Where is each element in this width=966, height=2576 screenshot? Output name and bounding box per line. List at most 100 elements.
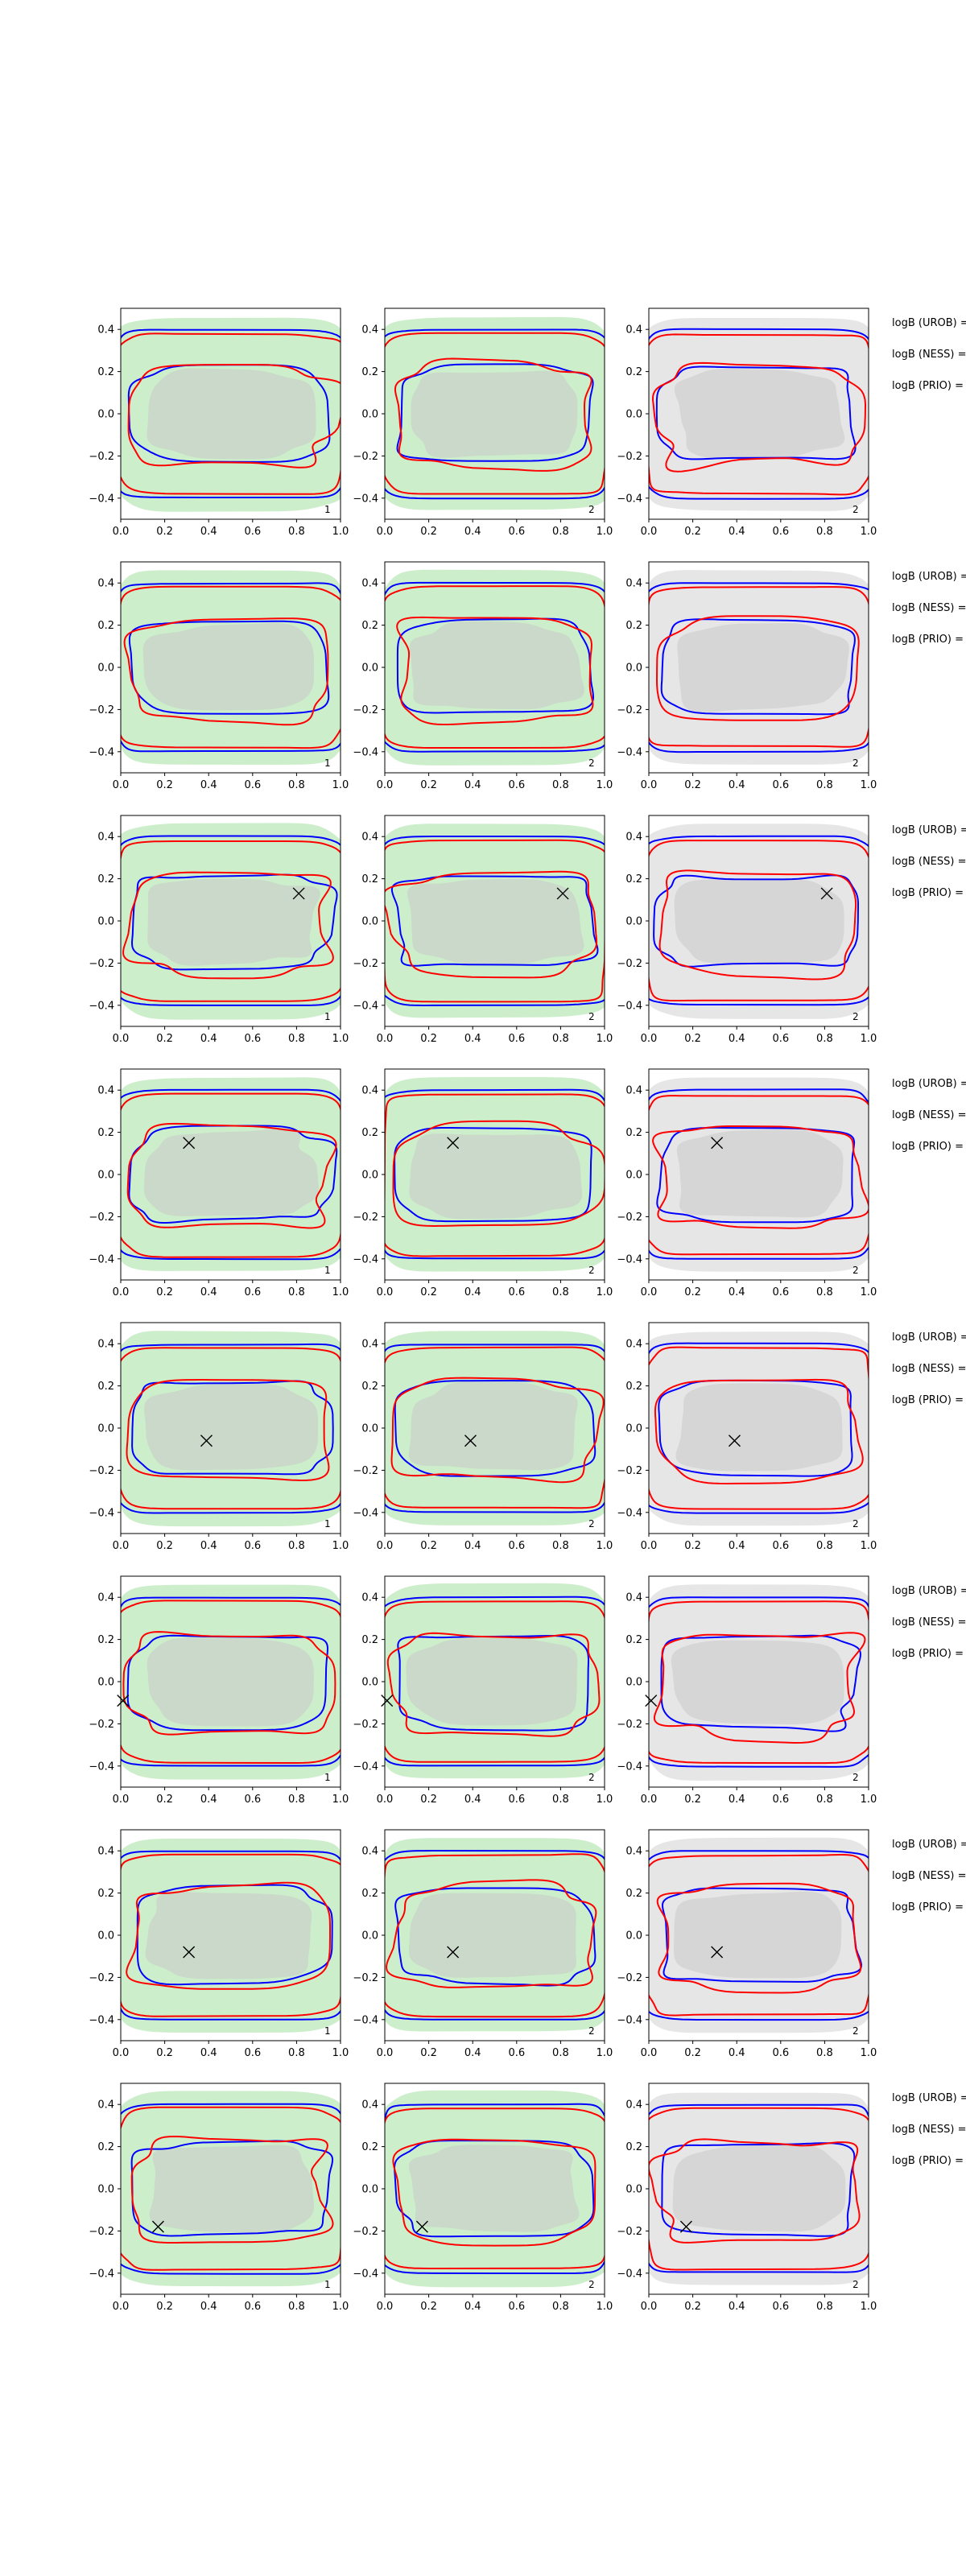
true-value-marker [820,887,833,900]
true-value-marker [415,2220,428,2233]
inner-density-region [409,621,584,710]
blue-inner-contour [394,1380,597,1477]
true-value-marker [183,1137,196,1150]
plot-area [385,1583,605,1779]
x-tick-label: 0.4 [464,526,481,538]
y-tick-label: −0.4 [353,1507,378,1519]
y-tick-label: −0.4 [617,1761,642,1773]
corner-label: 1 [324,2025,331,2037]
x-tick-label: 0.6 [244,1033,261,1045]
y-tick-label: −0.4 [617,2268,642,2280]
x-tick-label: 0.4 [464,2047,481,2059]
y-tick-label: 0.4 [97,2099,114,2112]
side-label-2: logB (NESS) = [892,602,966,614]
x-tick-label: 0.2 [156,779,173,791]
y-tick-label: 0.4 [361,1339,378,1351]
y-tick-label: 0.4 [97,1085,114,1097]
side-label-2: logB (NESS) = [892,2124,966,2136]
x-tick-label: 1.0 [332,1033,349,1045]
y-tick-label: 0.4 [361,832,378,844]
red-outer-contour [385,1600,605,1763]
y-tick-label: −0.2 [617,1719,642,1731]
x-tick-label: 0.4 [729,526,745,538]
x-tick-label: 0.2 [684,779,701,791]
x-tick-label: 0.4 [200,1033,217,1045]
x-tick-label: 0.0 [113,1286,130,1298]
plot-area [649,1837,869,2033]
red-inner-contour [122,871,334,980]
true-value-marker [728,1435,741,1447]
x-tick-label: 0.2 [684,526,701,538]
red-outer-contour [385,1853,605,2018]
blue-inner-contour [660,1634,862,1732]
blue-inner-contour [128,1125,338,1224]
plot-area [121,823,341,1020]
x-tick-label: 0.2 [156,1540,173,1552]
blue-inner-contour [394,1887,597,1987]
blue-inner-contour [661,1887,863,1983]
blue-inner-contour [396,363,594,462]
plot-area [385,824,605,1018]
x-tick-label: 0.2 [420,2047,437,2059]
inner-density-region [408,1381,578,1471]
panel-r1-c3: 2 0.0 0.2 0.4 0.6 0.8 1.0 0.4 0.2 0.0 −0.2 −0.4 [617,308,877,538]
corner-label: 2 [852,2025,859,2037]
panel-r2-c2: 2 0.0 0.2 0.4 0.6 0.8 1.0 0.4 0.2 0.0 −0.2 −0.4 [353,561,613,791]
red-inner-contour [653,1632,866,1744]
x-tick-label: 0.8 [816,1033,833,1045]
y-tick-label: 0.2 [625,873,642,886]
blue-inner-contour [393,2140,595,2238]
x-tick-label: 0.6 [772,1540,789,1552]
blue-outer-contour [649,2103,869,2273]
red-inner-contour [392,2138,597,2247]
x-tick-label: 0.2 [420,1033,437,1045]
y-tick-label: 0.0 [361,916,378,928]
x-tick-label: 0.2 [420,779,437,791]
plot-area [649,318,869,511]
y-tick-label: 0.2 [361,1127,378,1139]
y-tick-label: −0.4 [89,1761,114,1773]
y-tick-label: 0.2 [625,1127,642,1139]
x-tick-label: 0.6 [508,1540,525,1552]
y-tick-label: 0.0 [361,409,378,421]
y-tick-label: 0.0 [625,916,642,928]
inner-density-region [409,1133,582,1220]
x-tick-label: 0.2 [684,2047,701,2059]
corner-label: 1 [324,1265,331,1276]
corner-label: 2 [588,1265,595,1276]
blue-outer-contour [385,836,605,1007]
x-tick-label: 0.4 [729,1794,745,1806]
panel-r7-c1: 1 0.0 0.2 0.4 0.6 0.8 1.0 0.4 0.2 0.0 −0.2 −0.4 [89,1829,349,2059]
blue-outer-contour [649,582,869,753]
y-tick-label: −0.2 [353,1972,378,1984]
panel-r3-c3: 2 0.0 0.2 0.4 0.6 0.8 1.0 0.4 0.2 0.0 −0.2 −0.4 [617,815,877,1045]
x-tick-label: 0.6 [244,2301,261,2313]
y-tick-label: −0.4 [617,2014,642,2026]
corner-label: 2 [852,504,859,515]
y-tick-label: 0.0 [97,1677,114,1689]
side-label-1: logB (UROB) = [892,317,966,329]
y-tick-label: −0.2 [89,2226,114,2238]
x-tick-label: 0.6 [244,1794,261,1806]
inner-density-region [675,1383,843,1472]
red-inner-contour [386,1632,601,1737]
red-outer-contour [649,840,869,1001]
red-outer-contour [385,1346,605,1509]
y-tick-label: 0.0 [361,1677,378,1689]
y-tick-label: −0.4 [89,2014,114,2026]
panel-r8-c2: 2 0.0 0.2 0.4 0.6 0.8 1.0 0.4 0.2 0.0 −0.2 −0.4 [353,2083,613,2313]
y-tick-label: 0.0 [625,1423,642,1435]
x-tick-label: 0.4 [200,1540,217,1552]
y-tick-label: 0.4 [97,578,114,590]
x-tick-label: 0.2 [420,1540,437,1552]
x-tick-label: 0.8 [288,779,305,791]
corner-label: 2 [852,758,859,769]
x-tick-label: 0.2 [156,526,173,538]
x-tick-label: 1.0 [861,1033,877,1045]
y-tick-label: −0.4 [617,1507,642,1519]
red-outer-contour [121,1092,341,1258]
y-tick-label: −0.2 [89,1972,114,1984]
true-value-marker [679,2220,692,2233]
side-label-2: logB (NESS) = [892,1616,966,1629]
y-tick-label: 0.4 [625,324,642,336]
